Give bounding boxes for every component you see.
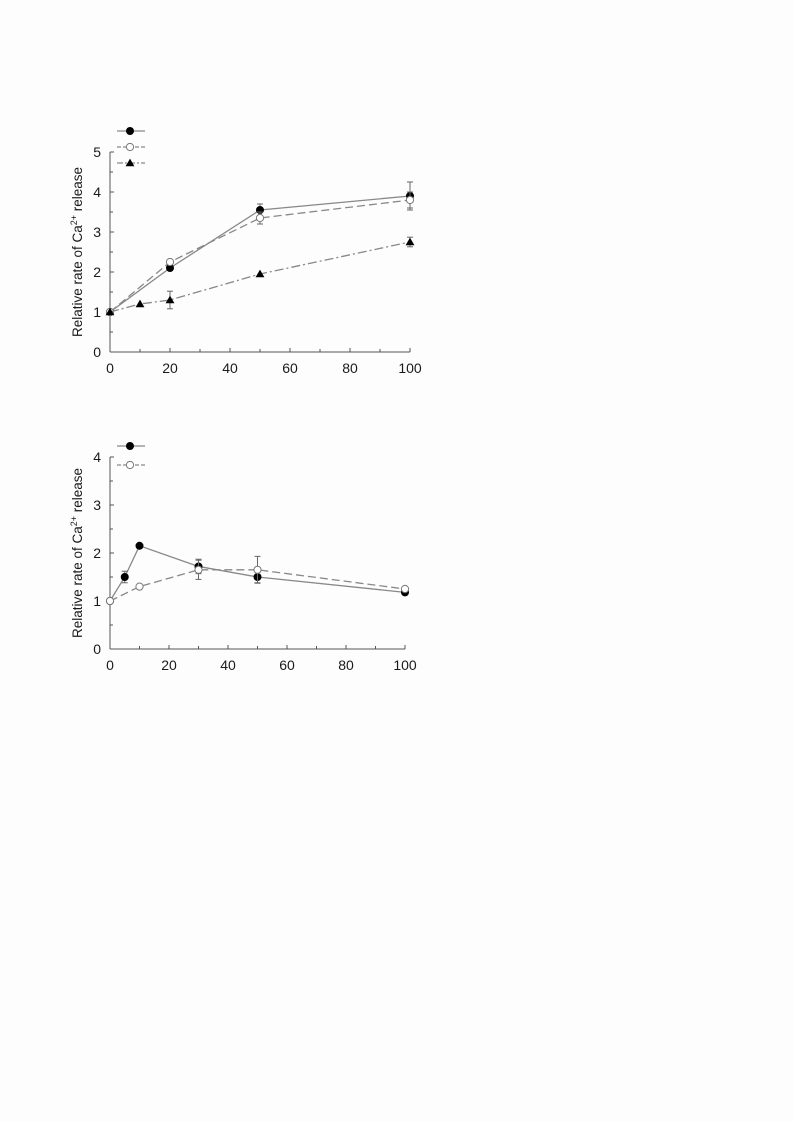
x-tick-label: 100 [398, 360, 422, 376]
x-tick-label: 40 [222, 360, 238, 376]
data-point [405, 237, 415, 246]
x-tick-label: 20 [162, 360, 178, 376]
y-tick-label: 2 [93, 264, 101, 280]
legend-marker-2 [125, 142, 135, 152]
data-point [165, 295, 175, 304]
data-point [255, 213, 265, 223]
y-axis-title: Relative rate of Ca2+ release [69, 468, 85, 638]
x-tick-label: 100 [393, 657, 417, 673]
data-point [194, 565, 203, 574]
legend-marker-1 [126, 127, 135, 136]
x-tick-label: 60 [282, 360, 298, 376]
data-point [405, 195, 415, 205]
x-tick-label: 20 [161, 657, 177, 673]
legend-marker-2 [125, 460, 135, 470]
data-point [105, 307, 115, 316]
data-point [135, 541, 144, 550]
data-point [135, 582, 144, 591]
x-tick-label: 60 [279, 657, 295, 673]
series-3 [105, 236, 415, 316]
y-tick-label: 2 [93, 545, 101, 561]
y-tick-label: 0 [93, 344, 101, 360]
data-point [400, 584, 410, 594]
series-line [109, 544, 406, 602]
legend-marker-1 [126, 441, 135, 450]
series-2 [105, 555, 410, 606]
y-tick-label: 3 [93, 497, 101, 513]
x-tick-label: 0 [106, 360, 114, 376]
x-tick-label: 80 [338, 657, 354, 673]
data-point [135, 299, 145, 308]
data-point [120, 573, 129, 582]
data-point [105, 596, 115, 606]
data-point [253, 565, 262, 574]
x-tick-label: 40 [220, 657, 236, 673]
y-tick-label: 1 [93, 304, 101, 320]
legend-marker-3 [125, 158, 135, 167]
y-tick-label: 3 [93, 224, 101, 240]
series-line [109, 195, 411, 313]
series-line [109, 199, 411, 313]
y-tick-label: 1 [93, 593, 101, 609]
data-point [255, 269, 265, 278]
data-point [165, 257, 175, 267]
y-tick-label: 4 [93, 184, 101, 200]
x-tick-label: 80 [342, 360, 358, 376]
y-tick-label: 5 [93, 144, 101, 160]
x-tick-label: 0 [106, 657, 114, 673]
y-axis-title: Relative rate of Ca2+ release [69, 167, 85, 337]
series-line [109, 241, 411, 313]
y-tick-label: 4 [93, 449, 101, 465]
y-tick-label: 0 [93, 641, 101, 657]
